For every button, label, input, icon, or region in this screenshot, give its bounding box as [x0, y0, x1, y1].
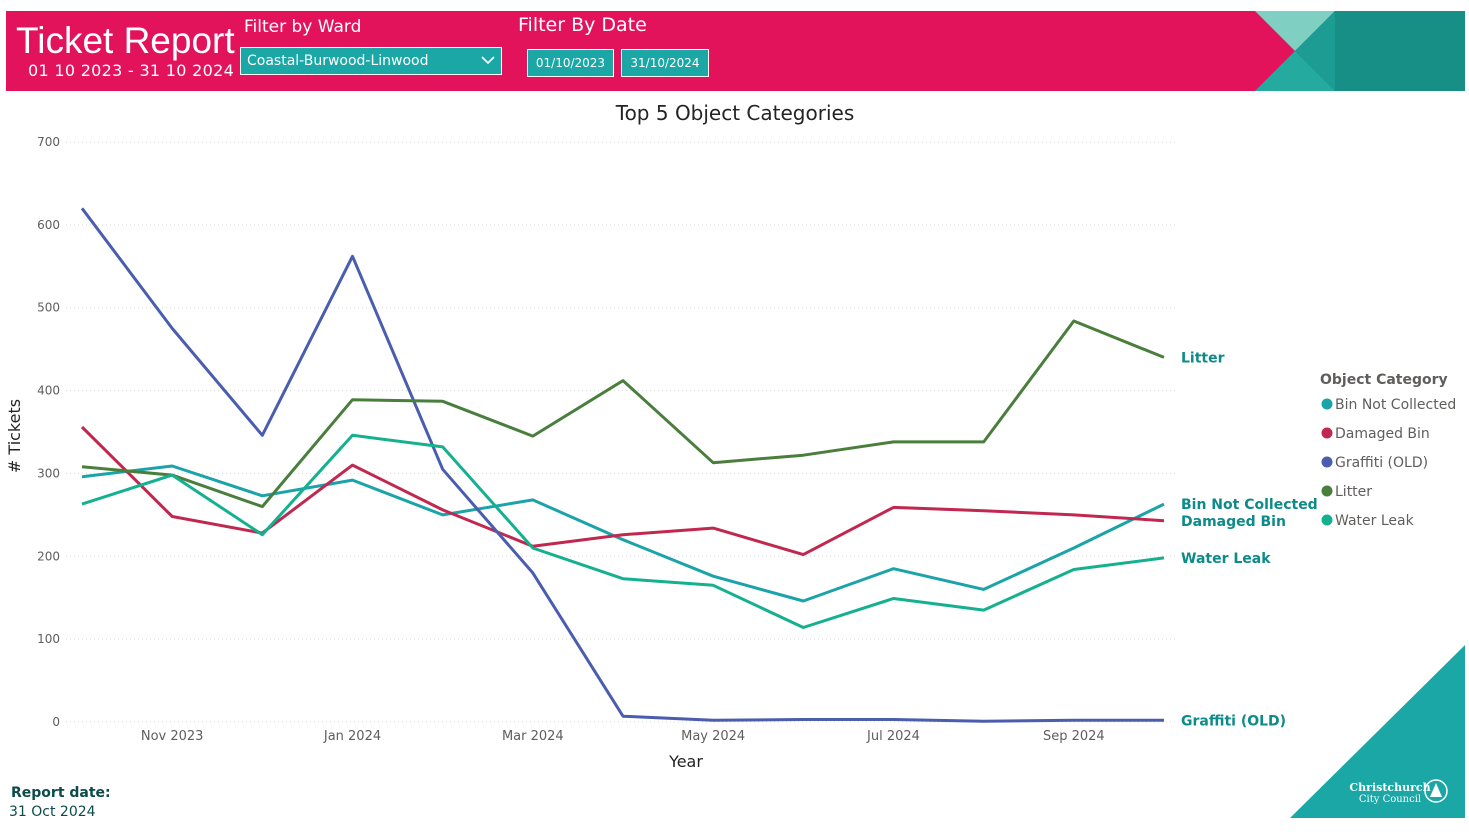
legend-item[interactable]: Litter	[1335, 484, 1372, 500]
y-tick-label: 600	[37, 218, 60, 232]
date-filter-label: Filter By Date	[518, 14, 647, 36]
ward-filter-value: Coastal-Burwood-Linwood	[247, 53, 429, 69]
legend-item[interactable]: Water Leak	[1335, 513, 1415, 529]
x-tick-label: Jul 2024	[866, 729, 920, 744]
report-date-label: Report date:	[11, 785, 111, 801]
y-tick-label: 200	[37, 549, 60, 563]
report-date-value: 31 Oct 2024	[9, 804, 96, 820]
x-tick-label: Nov 2023	[141, 729, 204, 744]
x-tick-label: Mar 2024	[502, 729, 564, 744]
series-end-label: Bin Not Collected	[1181, 497, 1318, 513]
legend-title: Object Category	[1320, 372, 1448, 388]
logo-text-line1: Christchurch	[1349, 781, 1430, 794]
y-axis-label: # Tickets	[5, 399, 24, 473]
legend-item[interactable]: Graffiti (OLD)	[1335, 455, 1428, 471]
y-tick-label: 700	[37, 135, 60, 149]
x-tick-label: May 2024	[681, 729, 745, 744]
council-emblem-icon	[1424, 779, 1448, 803]
header-banner: Ticket Report 01 10 2023 - 31 10 2024 Fi…	[6, 11, 1465, 91]
line-chart: Top 5 Object Categories 0 100 200 300 400 500…	[5, 101, 1456, 771]
legend-marker	[1321, 398, 1333, 410]
ward-filter-label: Filter by Ward	[244, 17, 362, 37]
decorative-triangles	[1255, 11, 1465, 91]
series-line-graffiti-old[interactable]	[80, 207, 1164, 723]
series-line-litter[interactable]	[81, 319, 1165, 509]
chart-title: Top 5 Object Categories	[615, 101, 855, 125]
date-end-input[interactable]: 31/10/2024	[621, 49, 709, 77]
y-tick-label: 500	[37, 301, 60, 315]
y-tick-label: 400	[37, 384, 60, 398]
date-range-text: 01 10 2023 - 31 10 2024	[28, 61, 235, 80]
council-logo-corner: Christchurch City Council	[1290, 645, 1465, 818]
x-tick-label: Jan 2024	[323, 729, 381, 744]
legend-marker	[1321, 427, 1333, 439]
legend-marker	[1321, 456, 1333, 468]
series-line-bin-not-collected[interactable]	[81, 464, 1165, 603]
date-start-input[interactable]: 01/10/2023	[527, 49, 614, 77]
chevron-down-icon	[481, 56, 495, 65]
app-title: Ticket Report	[16, 20, 235, 61]
y-tick-label: 0	[52, 715, 60, 729]
x-tick-label: Sep 2024	[1043, 729, 1105, 744]
x-axis-label: Year	[668, 752, 703, 771]
y-tick-label: 100	[37, 632, 60, 646]
y-tick-label: 300	[37, 466, 60, 480]
series-end-label: Litter	[1181, 350, 1225, 366]
series-line-water-leak[interactable]	[81, 433, 1165, 629]
series-end-label: Graffiti (OLD)	[1181, 713, 1286, 729]
logo-text-line2: City Council	[1359, 794, 1421, 805]
legend-item[interactable]: Bin Not Collected	[1335, 397, 1456, 413]
ward-filter-dropdown[interactable]: Coastal-Burwood-Linwood	[240, 47, 502, 75]
legend-item[interactable]: Damaged Bin	[1335, 426, 1430, 442]
series-end-label: Damaged Bin	[1181, 514, 1286, 530]
legend-marker	[1321, 514, 1333, 526]
series-end-label: Water Leak	[1181, 551, 1271, 567]
legend-marker	[1321, 485, 1333, 497]
